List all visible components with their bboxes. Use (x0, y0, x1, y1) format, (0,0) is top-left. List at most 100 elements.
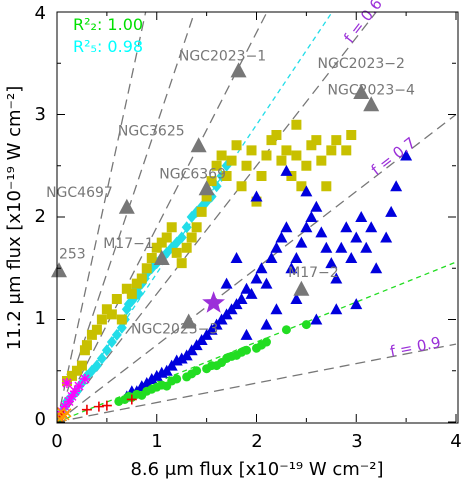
y-tick-label-4: 4 (35, 3, 46, 24)
green-point (172, 374, 182, 384)
cyan-point (91, 359, 102, 372)
blue-point (270, 303, 283, 315)
olive-point (86, 329, 97, 340)
fi-line (57, 113, 457, 423)
olive-point (141, 263, 152, 274)
data-points (57, 119, 413, 423)
olive-point (231, 140, 242, 151)
olive-point (171, 247, 182, 258)
olive-point (79, 345, 90, 356)
blue-point (300, 185, 313, 197)
gray-object-label: NGC6369 (159, 166, 226, 182)
blue-point (150, 369, 163, 381)
gray-object-marker (118, 198, 135, 214)
blue-point (345, 252, 358, 263)
olive-point (196, 206, 207, 217)
blue-point (310, 313, 323, 325)
gray-object-label: M17−1 (103, 236, 154, 252)
olive-point (261, 150, 272, 161)
red-point (81, 404, 92, 415)
olive-point (136, 273, 147, 284)
axis-ticks (56, 11, 457, 423)
blue-point (355, 211, 368, 222)
olive-point (246, 145, 257, 156)
cyan-point (181, 221, 192, 234)
blue-point (220, 277, 233, 289)
legend-r2-green: R²₂: 1.00 (73, 15, 143, 34)
blue-point (330, 303, 343, 315)
fit-cyan-line (57, 12, 333, 423)
blue-point (260, 318, 273, 330)
olive-point (301, 160, 312, 171)
olive-point (286, 171, 297, 181)
blue-point (240, 328, 253, 340)
red-point (126, 394, 137, 405)
olive-point (266, 135, 277, 146)
olive-point (236, 181, 247, 192)
blue-point (330, 272, 343, 284)
olive-point (211, 160, 222, 171)
olive-point (71, 365, 82, 376)
cyan-point (111, 328, 122, 341)
olive-point (161, 232, 172, 243)
olive-point (291, 150, 302, 161)
cyan-point (106, 336, 117, 349)
fi-lines (57, 12, 457, 423)
gray-object-label: M17−2 (288, 265, 339, 281)
green-point (281, 325, 291, 335)
red-point (101, 400, 112, 411)
y-tick-label-2: 2 (35, 206, 46, 227)
cyan-point (176, 231, 187, 244)
blue-point (285, 262, 298, 274)
gray-object-label: NGC2023−1 (179, 48, 266, 64)
blue-point (230, 252, 243, 263)
blue-point (240, 282, 253, 294)
blue-point (270, 241, 283, 253)
blue-point (175, 352, 188, 364)
gray-object-marker (153, 250, 170, 265)
blue-point (265, 252, 278, 263)
blue-point (400, 149, 413, 161)
magenta-point (63, 396, 74, 407)
gray-object-marker (180, 313, 197, 329)
olive-point (276, 155, 287, 166)
x-tick-label-2: 2 (251, 431, 262, 452)
plot-frame (56, 11, 459, 424)
x-tick-label-1: 1 (151, 431, 162, 452)
fi-line (57, 12, 268, 423)
olive-point (241, 160, 252, 171)
olive-point (146, 253, 157, 263)
green-point (301, 320, 311, 330)
blue-point (290, 252, 303, 263)
cyan-point (101, 344, 112, 357)
magenta-point (59, 401, 70, 412)
magenta-point (79, 373, 90, 384)
olive-point (341, 145, 352, 156)
green-point (242, 345, 252, 355)
green-point (192, 366, 202, 376)
y-tick-label-0: 0 (35, 409, 46, 430)
y-tick-label-3: 3 (35, 104, 46, 125)
gray-object-label: NGC2023−3 (131, 322, 218, 338)
blue-point (235, 293, 248, 304)
olive-point (291, 119, 302, 130)
blue-point (250, 272, 263, 284)
blue-point (320, 241, 333, 253)
blue-point (310, 200, 323, 212)
olive-point (101, 304, 112, 315)
gray-object-marker (198, 180, 215, 196)
olive-point (116, 314, 127, 325)
olive-point (131, 278, 142, 289)
y-axis-label: 11.2 μm flux [x10⁻¹⁹ W cm⁻²] (4, 86, 25, 351)
x-tick-label-4: 4 (450, 431, 461, 452)
olive-point (281, 145, 292, 156)
blue-point (390, 180, 403, 192)
legend: R²₂: 1.00 R²₅: 0.98 (73, 15, 143, 56)
blue-point (260, 277, 273, 289)
blue-point (335, 241, 348, 253)
magenta-point (61, 378, 72, 389)
blue-point (280, 164, 293, 176)
fi-line (57, 12, 147, 423)
orange-point (57, 407, 66, 417)
gray-object-marker (190, 137, 207, 153)
